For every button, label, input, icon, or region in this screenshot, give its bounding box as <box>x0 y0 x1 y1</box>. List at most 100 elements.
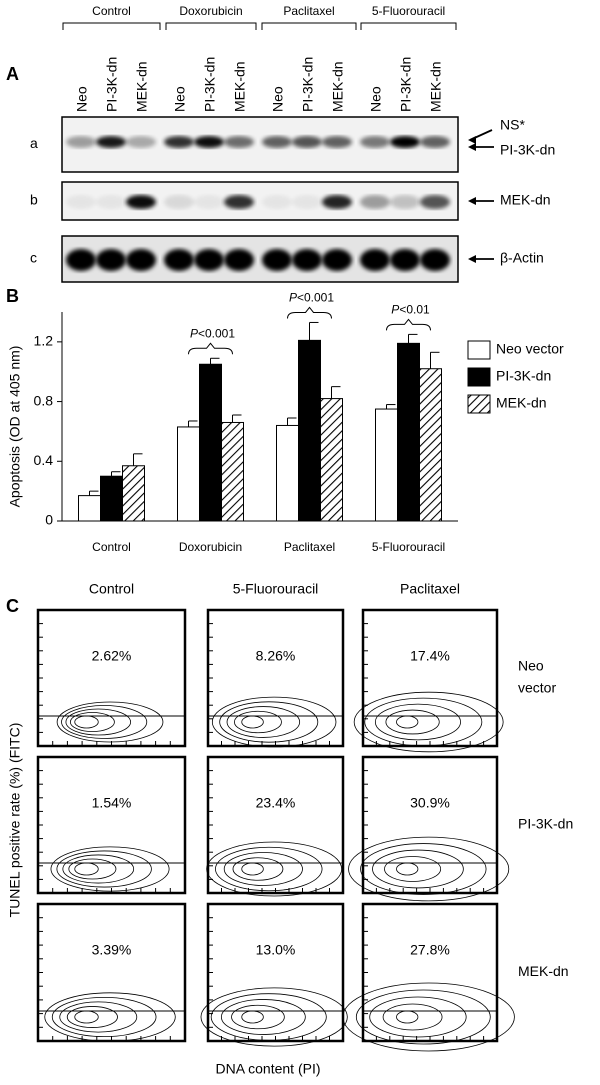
column-header: Paclitaxel <box>400 581 460 597</box>
panel-label: C <box>6 596 19 616</box>
flow-plot <box>206 755 345 895</box>
p-value: P<0.01 <box>391 303 430 317</box>
p-value: P<0.001 <box>289 291 334 305</box>
lane-label: Neo <box>270 86 286 112</box>
blot-band <box>360 136 390 148</box>
arrow-head <box>468 255 476 263</box>
flow-plot <box>36 755 187 895</box>
bar <box>122 465 145 522</box>
lane-label: Neo <box>368 86 384 112</box>
marker-label: NS* <box>500 117 525 133</box>
group-label: Paclitaxel <box>283 4 334 18</box>
marker-label: MEK-dn <box>500 192 551 208</box>
blot-band <box>224 136 254 148</box>
significance-brace <box>188 342 233 355</box>
lane-label: PI-3K-dn <box>300 57 316 112</box>
blot-band <box>66 249 96 271</box>
x-axis-title: DNA content (PI) <box>215 1061 320 1077</box>
blot-band <box>224 249 254 271</box>
lane-label: Neo <box>172 86 188 112</box>
panel-label: A <box>6 64 19 84</box>
y-axis-title: TUNEL positive rate (%) (FITC) <box>7 723 23 918</box>
lane-label: PI-3K-dn <box>104 57 120 112</box>
percentage: 8.26% <box>256 648 296 664</box>
blot-band <box>96 136 126 148</box>
y-axis-title: Apoptosis (OD at 405 nm) <box>7 346 23 508</box>
legend-label: MEK-dn <box>496 395 547 411</box>
bar <box>78 495 101 522</box>
contour <box>355 989 491 1045</box>
x-tick-label: Paclitaxel <box>284 540 335 554</box>
bar <box>298 339 321 522</box>
p-symbol: P <box>391 303 399 317</box>
contour <box>206 841 343 897</box>
x-tick-label: Control <box>92 540 131 554</box>
contour <box>384 856 442 882</box>
blot-band <box>194 136 224 148</box>
x-tick-label: Doxorubicin <box>179 540 242 554</box>
contour <box>56 850 152 888</box>
blot-band <box>390 195 420 209</box>
contour <box>50 846 170 892</box>
lane-label: MEK-dn <box>134 61 150 112</box>
p-symbol: P <box>190 326 198 340</box>
bar <box>419 368 442 522</box>
percentage: 23.4% <box>256 795 296 811</box>
p-value: P<0.001 <box>190 326 235 340</box>
bar <box>221 421 244 522</box>
contour <box>232 857 284 881</box>
contour <box>69 712 115 732</box>
flow-plot <box>361 608 499 748</box>
contour <box>62 854 135 884</box>
blot-band <box>66 136 96 148</box>
contour <box>44 992 176 1042</box>
contour <box>74 715 99 729</box>
bar <box>320 398 343 522</box>
group-label: 5-Fluorouracil <box>372 4 445 18</box>
contour <box>374 703 461 741</box>
bar <box>177 426 200 522</box>
lane-label: PI-3K-dn <box>202 57 218 112</box>
contour <box>369 996 467 1038</box>
row-label: PI-3K-dn <box>518 816 573 832</box>
flow-plot <box>361 755 499 895</box>
blot-band <box>96 195 126 209</box>
contour <box>56 701 164 743</box>
bar <box>100 475 123 522</box>
contour <box>66 1006 118 1028</box>
group-bracket <box>62 22 161 30</box>
blot-band <box>164 195 194 209</box>
contour <box>51 996 157 1038</box>
blot-band <box>96 249 126 271</box>
contour <box>360 843 487 895</box>
blot-band <box>322 249 352 271</box>
row-label: vector <box>518 680 556 696</box>
arrow-head <box>468 143 476 151</box>
lane-label: MEK-dn <box>330 61 346 112</box>
blot-band <box>164 136 194 148</box>
percentage: 17.4% <box>410 648 450 664</box>
contour <box>396 715 419 729</box>
blot-row-label: a <box>30 135 38 151</box>
arrow-head <box>468 197 476 205</box>
marker-label: β-Actin <box>500 250 544 266</box>
blot-band <box>420 136 450 148</box>
p-text: <0.001 <box>198 326 235 340</box>
blot-row-label: c <box>30 250 37 266</box>
legend-swatch <box>467 340 491 360</box>
contour <box>68 858 117 880</box>
contour <box>211 696 337 748</box>
contour <box>372 849 464 889</box>
blot-band <box>292 195 322 209</box>
percentage: 13.0% <box>256 942 296 958</box>
flow-plot <box>36 902 187 1043</box>
blot-band <box>360 249 390 271</box>
row-label: MEK-dn <box>518 963 569 979</box>
blot-band <box>390 136 420 148</box>
contour <box>364 697 483 747</box>
percentage: 3.39% <box>92 942 132 958</box>
contour <box>348 836 510 902</box>
x-tick-label: 5-Fluorouracil <box>372 540 445 554</box>
contour <box>342 982 515 1052</box>
group-bracket <box>165 22 257 30</box>
